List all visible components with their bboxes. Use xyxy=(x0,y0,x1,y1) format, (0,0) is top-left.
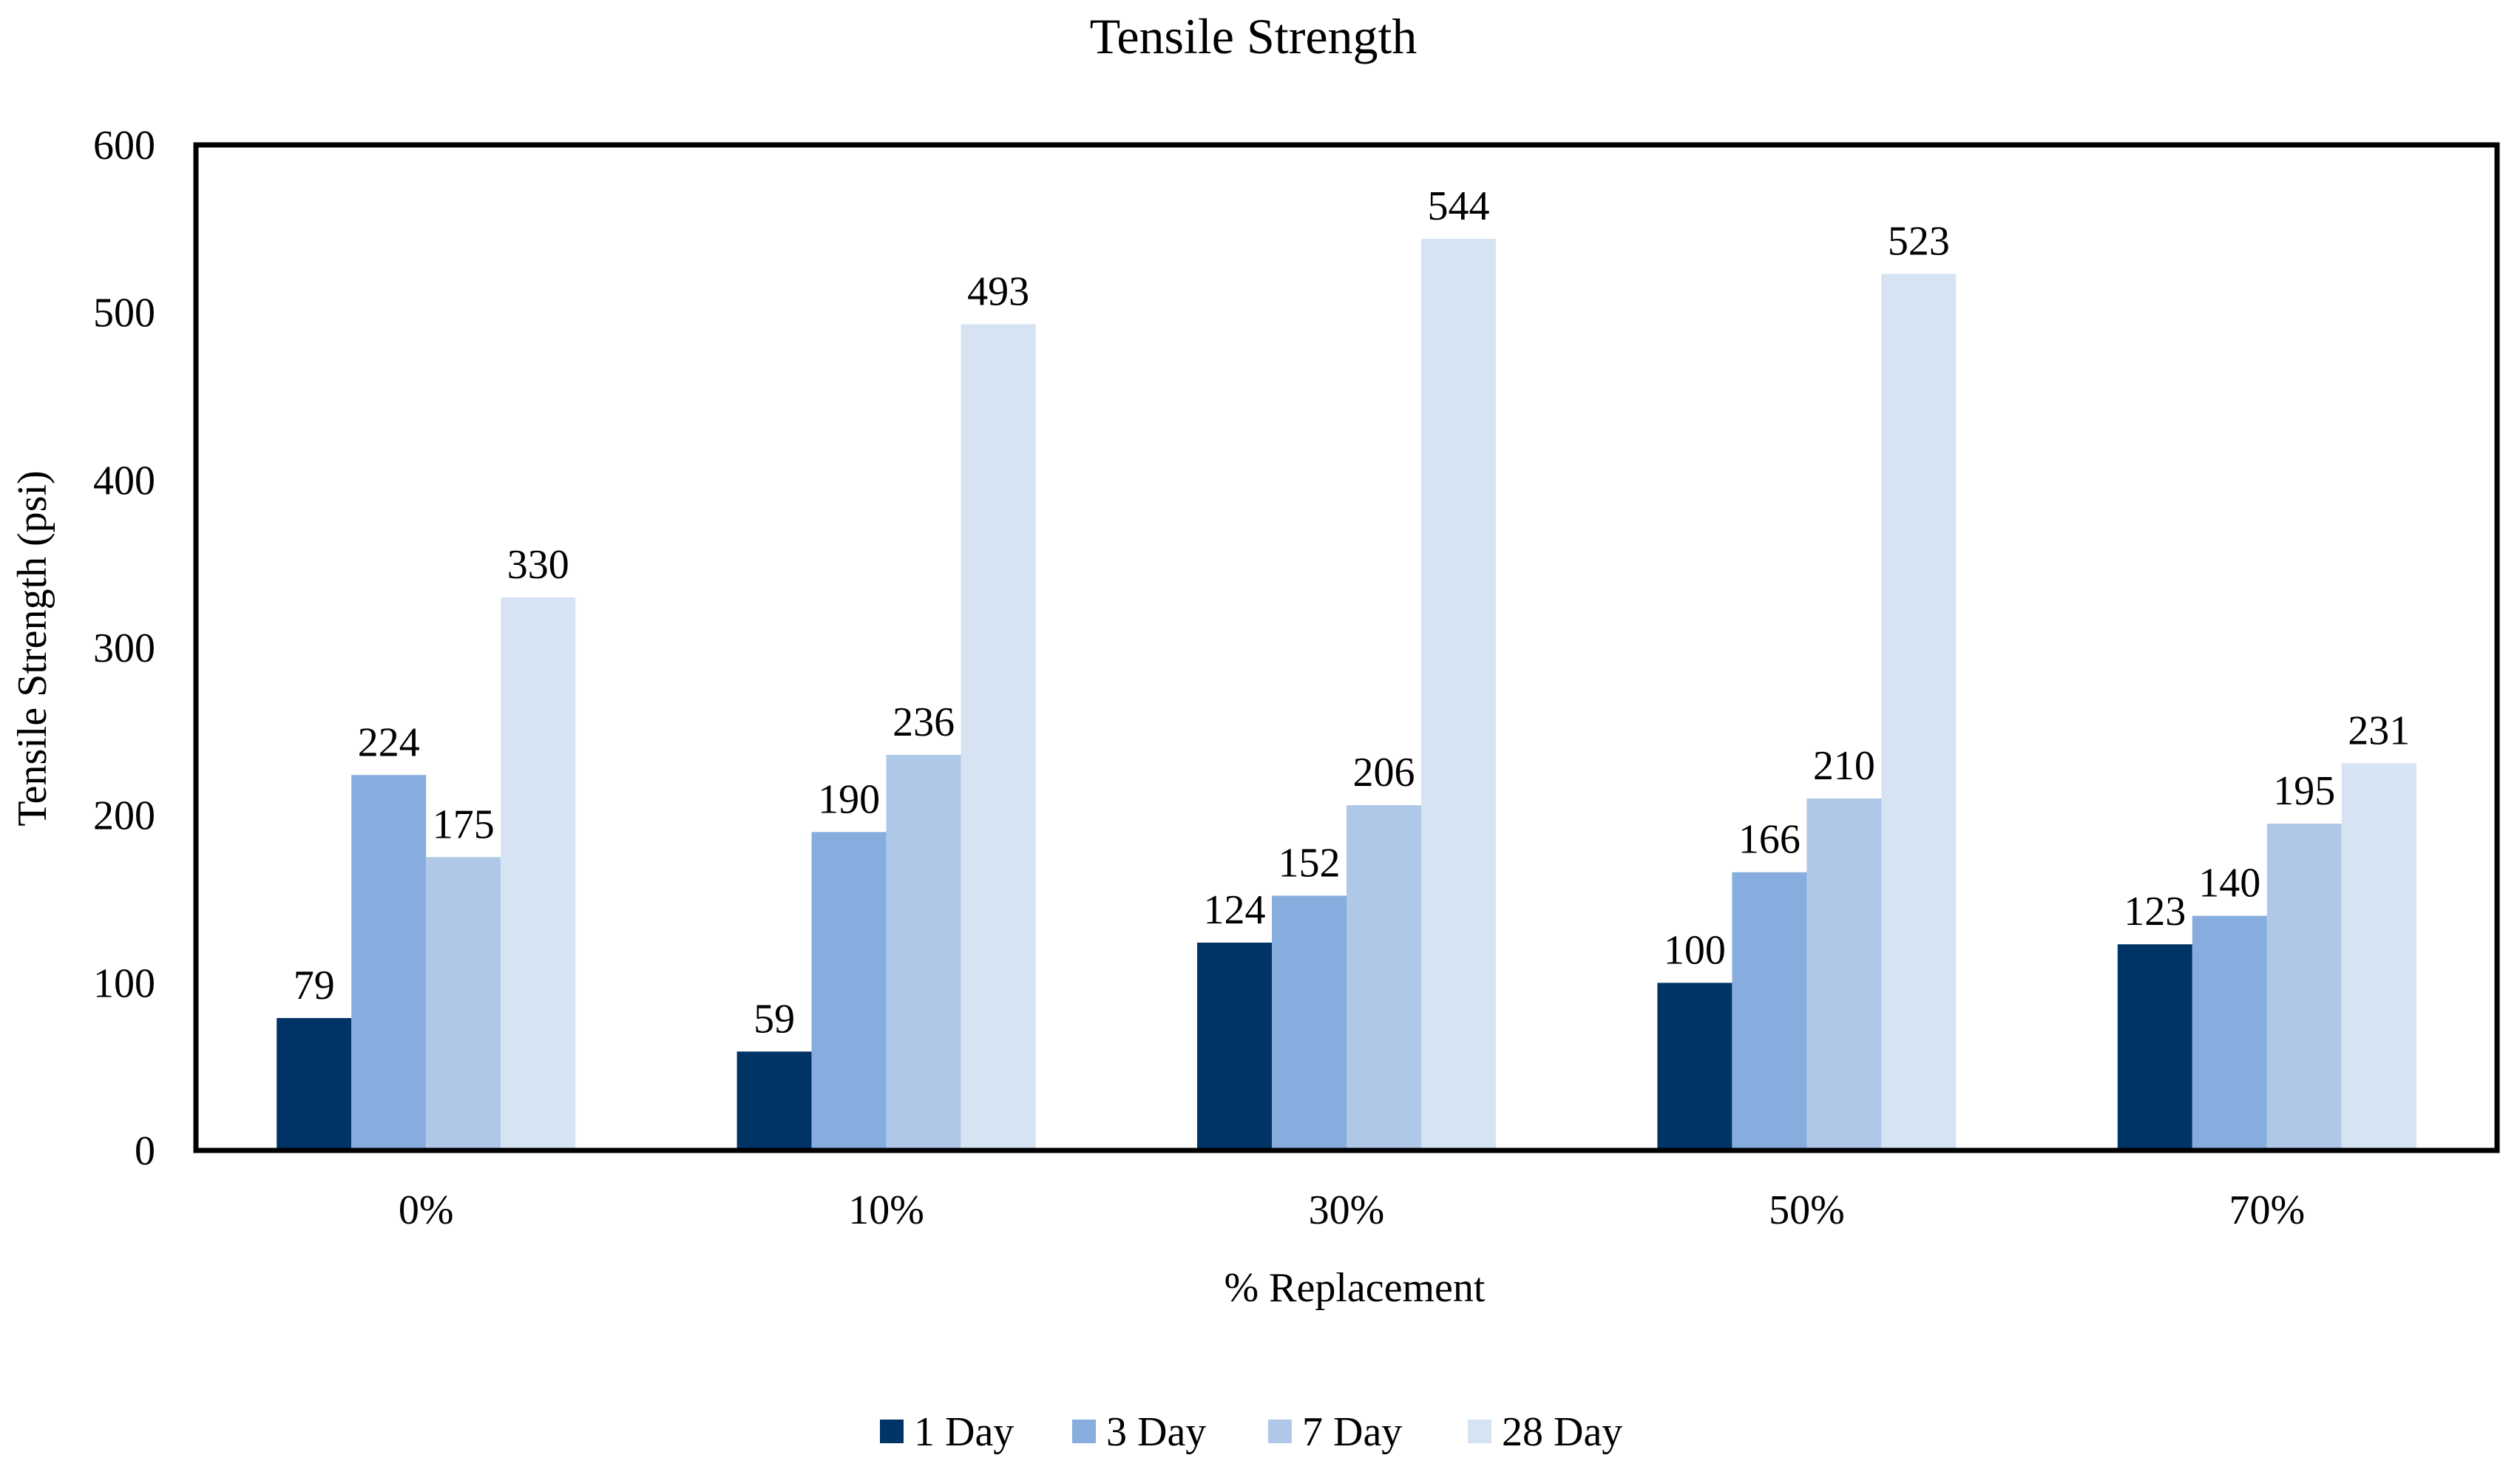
bar xyxy=(501,597,576,1150)
data-label: 231 xyxy=(2348,708,2410,753)
data-label: 59 xyxy=(753,996,795,1042)
x-tick-label: 0% xyxy=(399,1187,454,1233)
bar xyxy=(1806,798,1882,1150)
data-labels: 79 224 175 330 59 190 236 493 124 152 206 544 100 166… xyxy=(294,183,2411,1042)
legend-label: 28 Day xyxy=(1502,1409,1622,1455)
data-label: 79 xyxy=(294,963,335,1008)
bar xyxy=(1421,238,1496,1150)
data-label: 190 xyxy=(818,776,880,822)
y-tick-label: 600 xyxy=(93,123,155,169)
x-tick-labels: 0% 10% 30% 50% 70% xyxy=(399,1187,2305,1233)
y-tick-label: 0 xyxy=(135,1128,155,1174)
bar xyxy=(2266,824,2342,1150)
data-label: 544 xyxy=(1428,183,1490,229)
data-label: 123 xyxy=(2124,889,2186,935)
data-label: 166 xyxy=(1738,817,1801,863)
data-label: 523 xyxy=(1888,219,1950,265)
y-tick-label: 200 xyxy=(93,793,155,839)
bars xyxy=(277,238,2416,1150)
data-label: 124 xyxy=(1204,887,1266,933)
legend-swatch xyxy=(880,1420,904,1443)
legend: 1 Day 3 Day 7 Day 28 Day xyxy=(880,1409,1622,1455)
data-label: 236 xyxy=(892,699,955,745)
y-tick-label: 100 xyxy=(93,960,155,1006)
data-label: 175 xyxy=(433,801,495,847)
legend-swatch xyxy=(1268,1420,1292,1443)
bar xyxy=(1197,942,1272,1150)
plot-area-frame xyxy=(193,142,2500,1153)
x-axis-label: % Replacement xyxy=(1225,1265,1486,1311)
y-tick-label: 500 xyxy=(93,291,155,336)
legend-label: 3 Day xyxy=(1106,1409,1206,1455)
legend-label: 7 Day xyxy=(1302,1409,1402,1455)
data-label: 224 xyxy=(358,719,420,765)
chart-title: Tensile Strength xyxy=(1090,8,1418,64)
bar xyxy=(2117,944,2192,1150)
y-tick-labels: 0 100 200 300 400 500 600 xyxy=(93,123,155,1174)
bar xyxy=(961,324,1036,1150)
data-label: 152 xyxy=(1278,840,1341,886)
data-label: 330 xyxy=(507,542,569,588)
x-tick-label: 70% xyxy=(2229,1187,2305,1233)
bar xyxy=(1272,895,1347,1150)
data-label: 210 xyxy=(1813,743,1875,789)
bar xyxy=(2341,763,2416,1150)
y-tick-label: 300 xyxy=(93,625,155,671)
x-tick-label: 30% xyxy=(1309,1187,1385,1233)
bar xyxy=(2192,915,2267,1150)
legend-swatch xyxy=(1072,1420,1096,1443)
bar xyxy=(811,832,887,1150)
bar xyxy=(426,857,501,1150)
data-label: 140 xyxy=(2198,861,2260,906)
data-label: 100 xyxy=(1664,927,1726,973)
bar xyxy=(1881,274,1957,1150)
data-label: 195 xyxy=(2273,768,2335,814)
legend-label: 1 Day xyxy=(914,1409,1014,1455)
data-label: 493 xyxy=(967,269,1029,315)
data-label: 206 xyxy=(1353,750,1415,796)
legend-swatch xyxy=(1468,1420,1491,1443)
y-tick-label: 400 xyxy=(93,458,155,503)
bar xyxy=(736,1051,812,1150)
bar xyxy=(1657,983,1732,1150)
bar xyxy=(351,775,427,1150)
y-axis-label: Tensile Strength (psi) xyxy=(10,470,55,826)
bar xyxy=(1732,872,1807,1150)
bar xyxy=(277,1017,352,1150)
x-tick-label: 50% xyxy=(1769,1187,1845,1233)
bar xyxy=(886,755,961,1150)
bar xyxy=(1347,805,1421,1150)
x-tick-label: 10% xyxy=(848,1187,924,1233)
